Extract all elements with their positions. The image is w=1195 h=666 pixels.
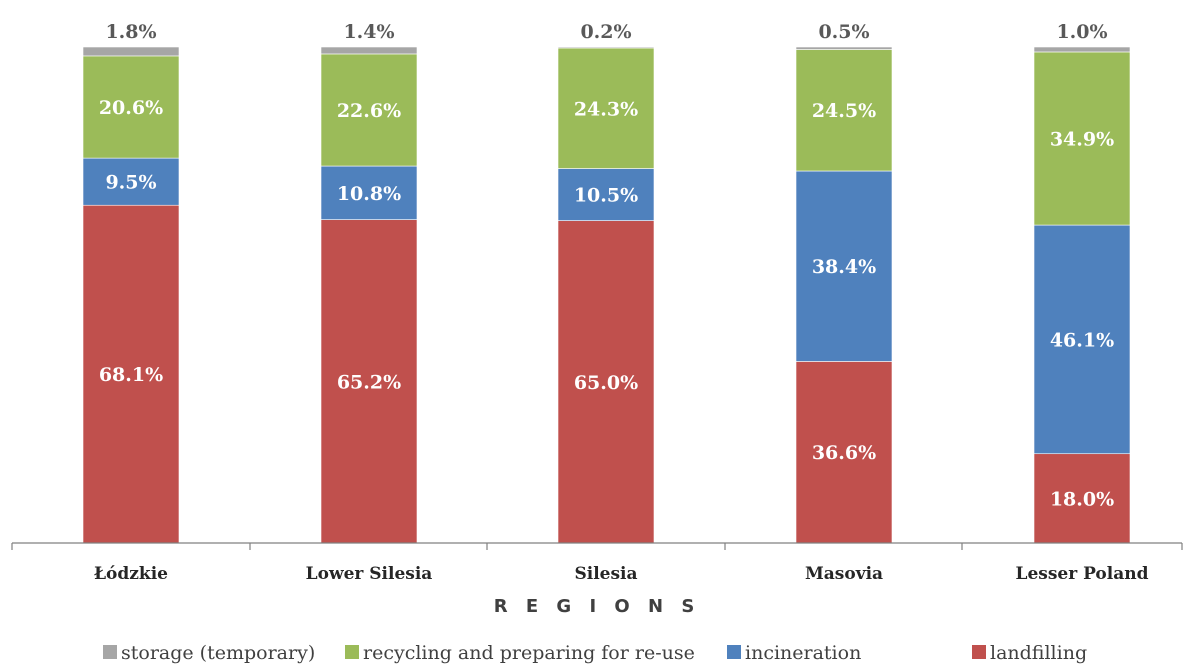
bar-segment-recycling xyxy=(557,47,655,169)
bars-group: 68.1% 9.5% 20.6% 1.8% 65.2% 10.8% 22.6% 1.4% 65.… xyxy=(82,21,1131,544)
bar-segment-incineration xyxy=(320,165,418,220)
data-label-recycling: 22.6% xyxy=(337,100,401,122)
x-axis: Łódzkie Lower Silesia Silesia Masovia Lesser… xyxy=(11,542,1183,617)
data-label-recycling: 34.9% xyxy=(1050,129,1114,151)
data-label-incineration: 10.5% xyxy=(574,185,638,207)
data-label-storage: 1.8% xyxy=(105,21,156,43)
legend-label-landfilling: landfilling xyxy=(990,642,1087,664)
category-label: Łódzkie xyxy=(94,564,168,584)
legend-swatch-recycling xyxy=(345,645,359,659)
data-label-incineration: 10.8% xyxy=(337,183,401,205)
bar-segment-landfilling xyxy=(320,219,418,544)
data-label-landfilling: 68.1% xyxy=(99,364,163,386)
x-axis-title: R E G I O N S xyxy=(494,596,701,617)
bar-segment-landfilling xyxy=(82,204,180,544)
data-label-incineration: 38.4% xyxy=(812,256,876,278)
legend-label-recycling: recycling and preparing for re-use xyxy=(363,642,695,664)
data-label-recycling: 24.3% xyxy=(574,98,638,120)
category-label: Silesia xyxy=(574,564,637,584)
data-label-landfilling: 36.6% xyxy=(812,442,876,464)
bar-segment-incineration xyxy=(795,170,893,362)
data-label-incineration: 46.1% xyxy=(1050,329,1114,351)
bar-segment-landfilling xyxy=(795,361,893,544)
bar-segment-landfilling xyxy=(557,220,655,544)
legend-swatch-incineration xyxy=(727,645,741,659)
data-label-incineration: 9.5% xyxy=(105,172,156,194)
data-label-storage: 1.4% xyxy=(343,21,394,43)
legend-label-storage: storage (temporary) xyxy=(121,642,315,664)
legend-label-incineration: incineration xyxy=(745,642,861,664)
data-label-landfilling: 65.0% xyxy=(574,372,638,394)
category-label: Lower Silesia xyxy=(306,564,433,584)
legend: storage (temporary) recycling and prepari… xyxy=(103,642,1087,664)
category-label: Masovia xyxy=(805,564,883,584)
bar-segment-recycling xyxy=(795,49,893,172)
legend-swatch-storage xyxy=(103,645,117,659)
category-label: Lesser Poland xyxy=(1016,564,1149,584)
bar-segment-storage xyxy=(557,46,655,49)
bar-segment-recycling xyxy=(320,53,418,167)
data-label-recycling: 24.5% xyxy=(812,100,876,122)
bar-segment-incineration xyxy=(82,157,180,206)
legend-swatch-landfilling xyxy=(972,645,986,659)
data-label-storage: 0.5% xyxy=(818,21,869,43)
bar-segment-storage xyxy=(82,46,180,57)
data-label-landfilling: 18.0% xyxy=(1050,488,1114,510)
data-label-landfilling: 65.2% xyxy=(337,371,401,393)
data-label-storage: 0.2% xyxy=(580,21,631,43)
bar-segment-storage xyxy=(320,46,418,55)
data-label-storage: 1.0% xyxy=(1056,21,1107,43)
bar-segment-incineration xyxy=(557,168,655,221)
bar-segment-storage xyxy=(1033,46,1131,53)
bar-segment-storage xyxy=(795,46,893,50)
bar-segment-landfilling xyxy=(1033,453,1131,544)
data-label-recycling: 20.6% xyxy=(99,97,163,119)
bar-segment-recycling xyxy=(1033,51,1131,226)
